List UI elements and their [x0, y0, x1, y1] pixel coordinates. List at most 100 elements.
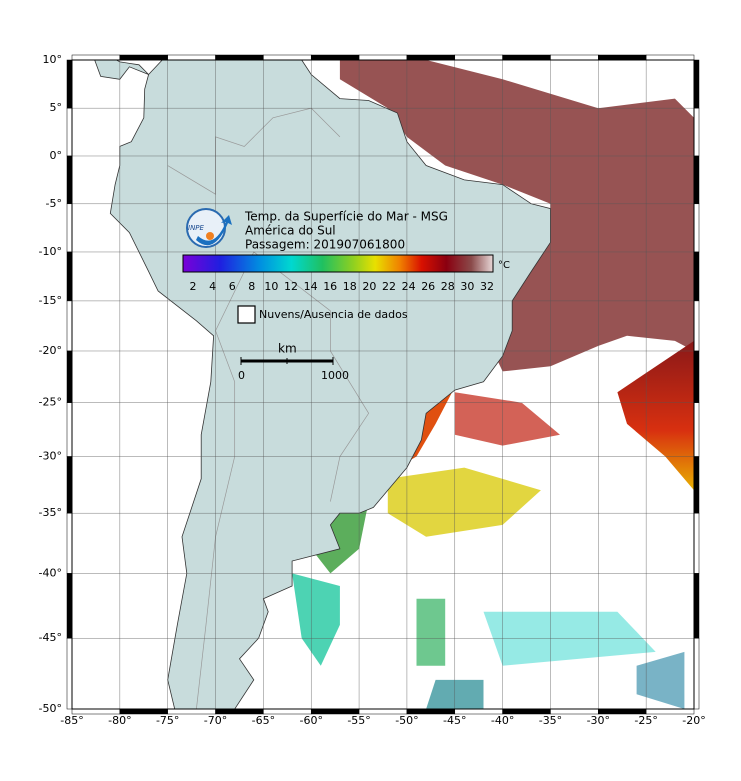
- lat-label: -40°: [39, 566, 62, 579]
- frame: [66, 54, 700, 715]
- frame-segment: [66, 402, 73, 457]
- frame-segment: [263, 54, 312, 61]
- sst-warm-region: [339, 60, 694, 372]
- legend-text: Nuvens/Ausencia de dados: [259, 308, 408, 321]
- frame-segment: [693, 512, 700, 574]
- lon-label: -50°: [395, 714, 418, 727]
- frame-segment: [66, 155, 73, 205]
- logo-text: INPE: [188, 224, 205, 232]
- frame-segment: [66, 300, 73, 352]
- border: [196, 330, 236, 709]
- sst-cyan-south: [483, 611, 656, 666]
- lat-label: -25°: [39, 396, 62, 409]
- frame-segment: [66, 107, 73, 157]
- sst-red-offshore: [454, 392, 560, 446]
- colorbar-label: 16: [323, 280, 337, 293]
- lon-label: -35°: [539, 714, 562, 727]
- lat-label: -45°: [39, 631, 62, 644]
- colorbar-label: 26: [421, 280, 435, 293]
- colorbar-label: 24: [402, 280, 416, 293]
- lat-label: -50°: [39, 702, 62, 715]
- lat-label: -20°: [39, 344, 62, 357]
- land-central-america: [94, 60, 149, 80]
- colorbar-label: 20: [362, 280, 376, 293]
- frame-segment: [66, 350, 73, 403]
- scale-start: 0: [238, 369, 245, 382]
- sst-southeast-blue: [636, 651, 685, 709]
- frame-segment: [66, 512, 73, 574]
- frame-segment: [693, 203, 700, 253]
- frame-segment: [693, 573, 700, 639]
- frame-border: [71, 59, 695, 710]
- lon-label: -75°: [156, 714, 179, 727]
- colorbar-label: 30: [460, 280, 474, 293]
- lat-label: 10°: [43, 53, 63, 66]
- lon-label: -80°: [108, 714, 131, 727]
- colorbar-label: 14: [304, 280, 318, 293]
- title-line: América do Sul: [245, 224, 336, 238]
- colorbar-label: 18: [343, 280, 357, 293]
- lon-label: -25°: [634, 714, 657, 727]
- frame-segment: [71, 54, 121, 61]
- lon-label: -70°: [204, 714, 227, 727]
- lat-label: -30°: [39, 450, 62, 463]
- lon-label: -20°: [682, 714, 705, 727]
- frame-segment: [693, 402, 700, 457]
- frame-segment: [550, 54, 599, 61]
- frame-segment: [167, 54, 216, 61]
- scale-unit: km: [278, 342, 297, 356]
- sst-patagonia: [292, 573, 340, 666]
- frame-segment: [693, 300, 700, 352]
- frame-segment: [693, 155, 700, 205]
- lon-label: -30°: [587, 714, 610, 727]
- frame-segment: [66, 456, 73, 514]
- legend-swatch: [237, 305, 256, 324]
- lat-label: -15°: [39, 294, 62, 307]
- lon-label: -65°: [252, 714, 275, 727]
- colorbar-label: 2: [190, 280, 197, 293]
- lon-label: -40°: [491, 714, 514, 727]
- colorbar-label: 28: [441, 280, 455, 293]
- lat-label: 5°: [50, 101, 63, 114]
- lat-label: -35°: [39, 506, 62, 519]
- colorbar-label: 12: [284, 280, 298, 293]
- lon-label: -85°: [60, 714, 83, 727]
- frame-segment: [66, 203, 73, 253]
- frame-segment: [66, 637, 73, 710]
- colorbar-label: 4: [209, 280, 216, 293]
- lat-label: -5°: [46, 197, 62, 210]
- frame-segment: [66, 59, 73, 109]
- frame-segment: [66, 251, 73, 302]
- frame-segment: [502, 54, 551, 61]
- overlay: INPE Temp. da Superfície do Mar - MSG Am…: [39, 53, 706, 727]
- frame-segment: [598, 54, 647, 61]
- frame-segment: [693, 59, 700, 109]
- sst-patagonia-shelf: [416, 598, 446, 666]
- colorbar-label: 6: [229, 280, 236, 293]
- colorbar-label: 10: [264, 280, 278, 293]
- frame-segment: [406, 54, 456, 61]
- colorbar-unit: °C: [498, 260, 510, 271]
- lon-label: -55°: [347, 714, 370, 727]
- sst-southeast: [617, 340, 694, 491]
- logo-arrow: [196, 215, 232, 246]
- colorbar-label: 32: [480, 280, 494, 293]
- frame-segment: [215, 54, 264, 61]
- frame-segment: [693, 107, 700, 157]
- logo-dot: [206, 232, 214, 240]
- colorbar: [182, 254, 494, 273]
- colorbar-label: 22: [382, 280, 396, 293]
- lon-label: -60°: [299, 714, 322, 727]
- frame-segment: [66, 573, 73, 639]
- frame-segment: [119, 54, 168, 61]
- lon-label: -45°: [443, 714, 466, 727]
- frame-segment: [693, 251, 700, 302]
- lat-label: 0°: [50, 149, 63, 162]
- scale-end: 1000: [321, 369, 349, 382]
- title-line: Temp. da Superfície do Mar - MSG: [244, 210, 448, 224]
- frame-segment: [693, 637, 700, 710]
- frame-segment: [454, 54, 503, 61]
- frame-segment: [358, 54, 408, 61]
- lat-label: -10°: [39, 245, 62, 258]
